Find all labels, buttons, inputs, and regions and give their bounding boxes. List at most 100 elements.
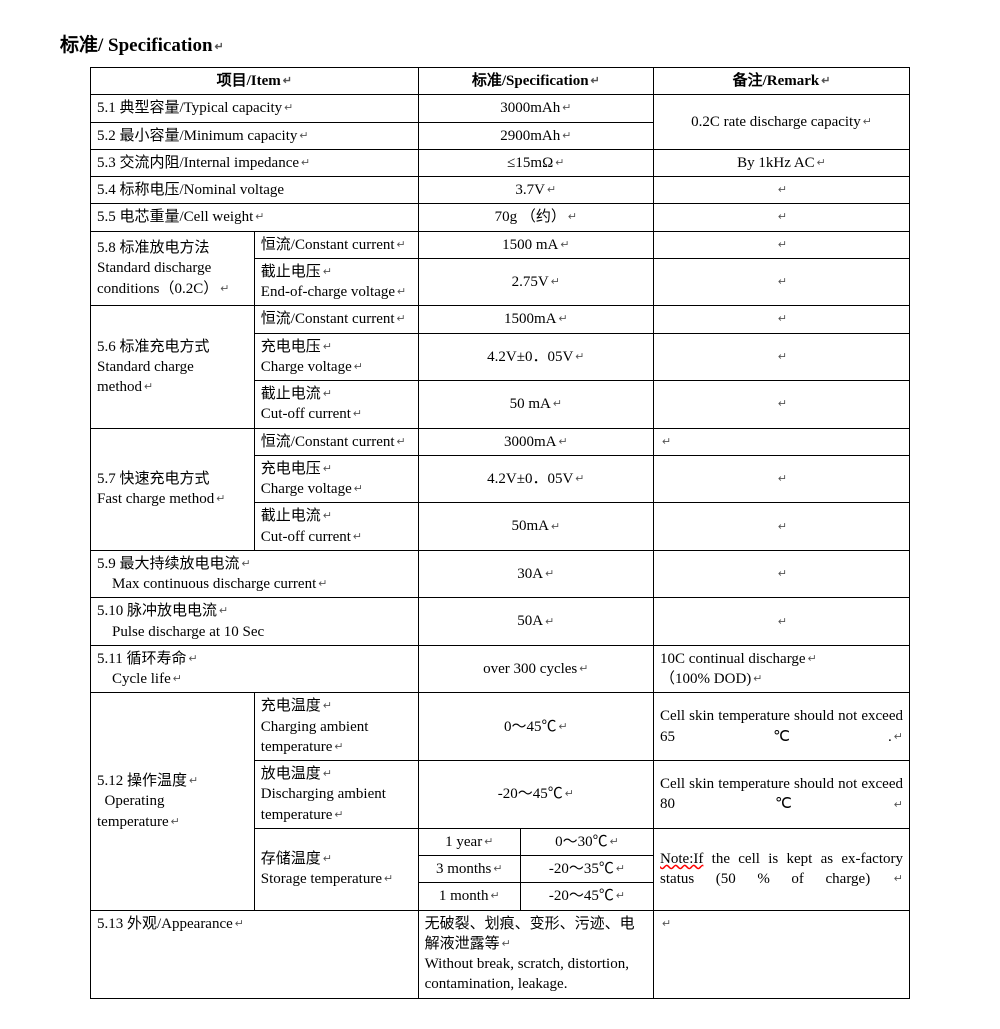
sub-5-12-discharge-en: Discharging ambient temperature (261, 786, 386, 822)
item-5-8-cn: 5.8 标准放电方法 (97, 240, 210, 256)
sub-5-7-1: 恒流/Constant current (254, 428, 418, 455)
remark-5-11-l2: （100% DOD) (660, 671, 762, 687)
item-5-11: 5.11 循环寿命 Cycle life (91, 645, 419, 693)
spec-5-12-charge: 0～45℃ (418, 693, 653, 761)
item-5-7-en: Fast charge method (97, 491, 225, 507)
remark-5-6-2 (654, 333, 910, 381)
sub-5-7-3-en: Cut-off current (261, 529, 362, 545)
item-5-9-en: Max continuous discharge current (112, 576, 327, 592)
spec-table: 项目/Item 标准/Specification 备注/Remark 5.1 典… (90, 67, 910, 999)
sub-5-7-2-en: Charge voltage (261, 481, 363, 497)
row-5-1: 5.1 典型容量/Typical capacity 3000mAh 0.2C r… (91, 95, 910, 122)
spec-5-13: 无破裂、划痕、变形、污迹、电解液泄露等 Without break, scrat… (418, 910, 653, 998)
sub-5-6-2: 充电电压 Charge voltage (254, 333, 418, 381)
sub-5-7-2: 充电电压 Charge voltage (254, 455, 418, 503)
row-5-11: 5.11 循环寿命 Cycle life over 300 cycles 10C… (91, 645, 910, 693)
hdr-remark: 备注/Remark (654, 68, 910, 95)
item-5-11-cn: 5.11 循环寿命 (97, 651, 198, 667)
storage-1-month-val: -20～45℃ (520, 883, 653, 910)
spec-5-12-discharge: -20～45℃ (418, 761, 653, 829)
spec-5-5: 70g （约） (418, 204, 653, 231)
item-5-10: 5.10 脉冲放电电流 Pulse discharge at 10 Sec (91, 598, 419, 646)
sub-5-6-3-en: Cut-off current (261, 406, 362, 422)
item-5-6-cn: 5.6 标准充电方式 (97, 339, 210, 355)
item-5-8-en: Standard discharge conditions（0.2C） (97, 260, 229, 296)
remark-5-5 (654, 204, 910, 231)
item-5-12-en: Operating temperature (97, 793, 180, 829)
spec-5-7-1: 3000mA (418, 428, 653, 455)
row-5-9: 5.9 最大持续放电电流 Max continuous discharge cu… (91, 550, 910, 598)
storage-3-months: 3 months (418, 856, 520, 883)
spec-5-8-2: 2.75V (418, 258, 653, 306)
remark-5-8-1 (654, 231, 910, 258)
item-5-6: 5.6 标准充电方式 Standard charge method (91, 306, 255, 428)
row-5-3: 5.3 交流内阻/Internal impedance ≤15mΩ By 1kH… (91, 149, 910, 176)
item-5-11-en: Cycle life (112, 671, 182, 687)
item-5-4: 5.4 标称电压/Nominal voltage (91, 177, 419, 204)
sub-5-12-charge-en: Charging ambient temperature (261, 719, 369, 755)
spec-5-7-3: 50mA (418, 503, 653, 551)
row-5-4: 5.4 标称电压/Nominal voltage 3.7V (91, 177, 910, 204)
item-5-13: 5.13 外观/Appearance (91, 910, 419, 998)
storage-1-year-val: 0～30℃ (520, 828, 653, 855)
item-5-10-cn: 5.10 脉冲放电电流 (97, 603, 228, 619)
spec-5-10: 50A (418, 598, 653, 646)
spec-5-3: ≤15mΩ (418, 149, 653, 176)
sub-5-8-2-cn: 截止电压 (261, 264, 332, 280)
page-title: 标准/ Specification (60, 30, 940, 57)
sub-5-7-3-cn: 截止电流 (261, 508, 332, 524)
sub-5-12-storage-en: Storage temperature (261, 871, 393, 887)
spec-5-4: 3.7V (418, 177, 653, 204)
remark-5-12-storage: Note:If the cell is kept as ex-factory s… (654, 828, 910, 910)
spec-5-7-2: 4.2V±0．05V (418, 455, 653, 503)
item-5-1: 5.1 典型容量/Typical capacity (91, 95, 419, 122)
sub-5-8-2-en: End-of-charge voltage (261, 284, 406, 300)
remark-5-10 (654, 598, 910, 646)
remark-5-11-l1: 10C continual discharge (660, 651, 817, 667)
item-5-7: 5.7 快速充电方式 Fast charge method (91, 428, 255, 550)
sub-5-12-storage: 存储温度 Storage temperature (254, 828, 418, 910)
table-header-row: 项目/Item 标准/Specification 备注/Remark (91, 68, 910, 95)
sub-5-12-charge: 充电温度 Charging ambient temperature (254, 693, 418, 761)
remark-5-3: By 1kHz AC (654, 149, 910, 176)
remark-5-13 (654, 910, 910, 998)
sub-5-12-discharge-cn: 放电温度 (261, 766, 332, 782)
row-5-6-1: 5.6 标准充电方式 Standard charge method 恒流/Con… (91, 306, 910, 333)
remark-5-7-3 (654, 503, 910, 551)
note-label: Note:If (660, 851, 703, 867)
storage-3-months-val: -20～35℃ (520, 856, 653, 883)
sub-5-12-charge-cn: 充电温度 (261, 698, 332, 714)
sub-5-6-3: 截止电流 Cut-off current (254, 381, 418, 429)
remark-5-1-2: 0.2C rate discharge capacity (654, 95, 910, 150)
row-5-12-charge: 5.12 操作温度 Operating temperature 充电温度 Cha… (91, 693, 910, 761)
remark-5-9 (654, 550, 910, 598)
remark-5-7-2 (654, 455, 910, 503)
storage-1-month: 1 month (418, 883, 520, 910)
spec-5-6-3: 50 mA (418, 381, 653, 429)
hdr-item: 项目/Item (91, 68, 419, 95)
remark-5-7-1 (654, 428, 910, 455)
sub-5-8-2: 截止电压 End-of-charge voltage (254, 258, 418, 306)
spec-5-13-en: Without break, scratch, distortion, cont… (425, 956, 629, 992)
item-5-5: 5.5 电芯重量/Cell weight (91, 204, 419, 231)
spec-5-13-cn: 无破裂、划痕、变形、污迹、电解液泄露等 (425, 916, 635, 952)
storage-1-year: 1 year (418, 828, 520, 855)
spec-5-6-1: 1500mA (418, 306, 653, 333)
remark-5-12-discharge: Cell skin temperature should not exceed … (654, 761, 910, 829)
item-5-7-cn: 5.7 快速充电方式 (97, 471, 210, 487)
remark-5-6-3 (654, 381, 910, 429)
sub-5-6-2-cn: 充电电压 (261, 339, 332, 355)
row-5-5: 5.5 电芯重量/Cell weight 70g （约） (91, 204, 910, 231)
spec-5-11: over 300 cycles (418, 645, 653, 693)
item-5-2: 5.2 最小容量/Minimum capacity (91, 122, 419, 149)
sub-5-6-2-en: Charge voltage (261, 359, 363, 375)
item-5-9: 5.9 最大持续放电电流 Max continuous discharge cu… (91, 550, 419, 598)
sub-5-8-1: 恒流/Constant current (254, 231, 418, 258)
item-5-6-en: Standard charge method (97, 359, 194, 395)
spec-5-2: 2900mAh (418, 122, 653, 149)
item-5-8: 5.8 标准放电方法 Standard discharge conditions… (91, 231, 255, 306)
spec-5-9: 30A (418, 550, 653, 598)
row-5-10: 5.10 脉冲放电电流 Pulse discharge at 10 Sec 50… (91, 598, 910, 646)
sub-5-7-3: 截止电流 Cut-off current (254, 503, 418, 551)
remark-5-11: 10C continual discharge （100% DOD) (654, 645, 910, 693)
